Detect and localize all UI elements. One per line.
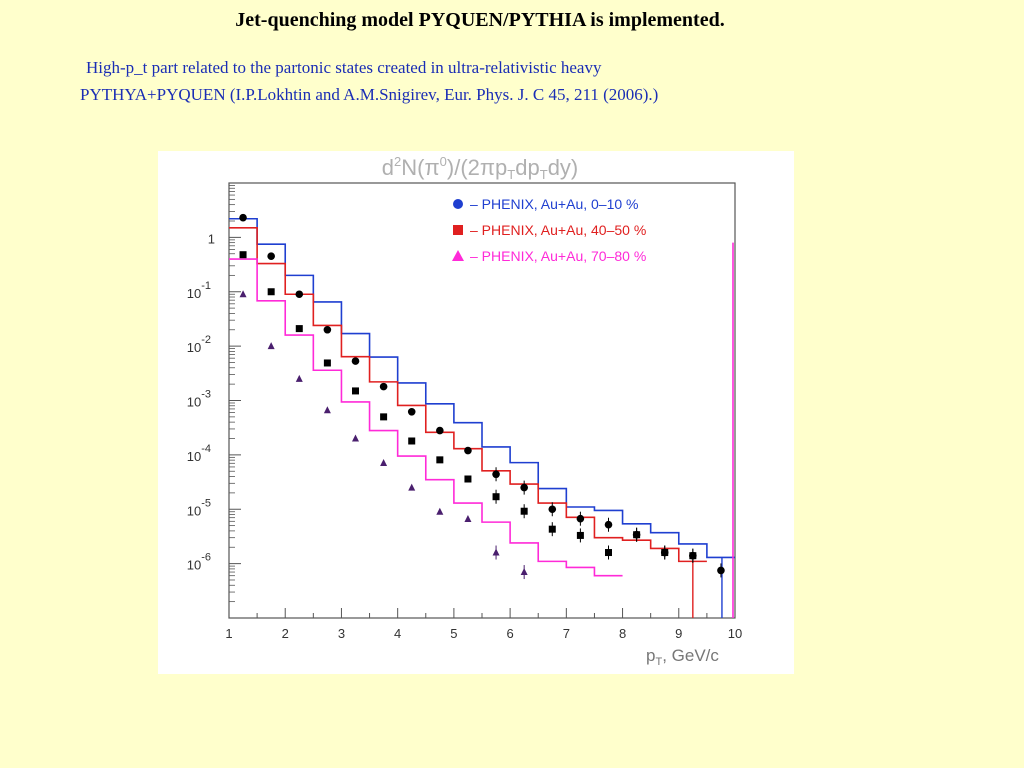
y-tick-label: 1: [208, 231, 215, 246]
x-tick-label: 9: [675, 626, 682, 641]
data-point-circle: [407, 407, 416, 416]
spectrum-chart: d2N(π0)/(2πpTdpTdy) 1 2 3 4 5 6 7 8 9 10 1 10-1 10-…: [187, 154, 742, 668]
slide-title: Jet-quenching model PYQUEN/PYTHIA is imp…: [235, 9, 725, 31]
x-tick-label: 6: [506, 626, 513, 641]
y-tick-label: 10-5: [187, 497, 211, 518]
data-point-square: [239, 251, 247, 259]
y-tick-label: 10-6: [187, 552, 211, 573]
data-point-square: [380, 413, 388, 421]
y-tick-label: 10-2: [187, 334, 211, 355]
data-point-triangle: [464, 515, 472, 523]
data-point-triangle: [352, 434, 359, 442]
data-point-square: [464, 475, 472, 483]
chart-panel: d2N(π0)/(2πpTdpTdy) 1 2 3 4 5 6 7 8 9 10 1 10-1 10-…: [158, 151, 794, 674]
legend-marker-circle: [453, 199, 463, 209]
x-tick-label: 8: [619, 626, 626, 641]
data-point-triangle: [267, 342, 275, 350]
legend-marker-triangle: [452, 250, 464, 261]
data-point-triangle: [239, 290, 247, 298]
data-point-circle: [379, 382, 388, 391]
data-point-circle: [267, 252, 275, 261]
y-tick-label: 10-3: [187, 389, 211, 410]
x-tick-label: 10: [728, 626, 742, 641]
legend-label: – PHENIX, Au+Au, 70–80 %: [470, 248, 646, 264]
model-step-line-2: [229, 258, 623, 577]
x-axis-label: pT, GeV/c: [646, 646, 719, 668]
model-step-line-1: [229, 227, 707, 563]
data-point-circle: [351, 357, 360, 365]
x-tick-label: 1: [225, 626, 232, 641]
y-tick-label: 10-4: [187, 443, 211, 464]
data-point-circle: [436, 426, 444, 435]
data-point-triangle: [436, 507, 444, 515]
data-point-square: [295, 325, 303, 333]
legend-marker-square: [453, 225, 463, 235]
data-point-square: [436, 456, 444, 464]
x-tick-label: 3: [338, 626, 345, 641]
chart-title: d2N(π0)/(2πpTdpTdy): [382, 154, 579, 182]
legend-label: – PHENIX, Au+Au, 0–10 %: [470, 196, 639, 212]
data-point-circle: [464, 446, 472, 455]
data-point-triangle: [295, 374, 303, 382]
slide-subtitle-line1: High-p_t part related to the partonic st…: [86, 58, 602, 77]
data-point-square: [267, 288, 275, 296]
data-point-triangle: [408, 483, 416, 491]
x-tick-label: 7: [563, 626, 570, 641]
data-point-square: [408, 437, 416, 445]
data-point-circle: [239, 213, 247, 222]
data-point-square: [323, 359, 331, 367]
data-point-square: [352, 387, 359, 395]
legend-label: – PHENIX, Au+Au, 40–50 %: [470, 222, 646, 238]
x-tick-label: 4: [394, 626, 401, 641]
x-tick-label: 5: [450, 626, 457, 641]
data-point-triangle: [380, 458, 388, 466]
data-point-circle: [323, 325, 332, 334]
data-point-triangle: [323, 406, 331, 414]
data-point-circle: [295, 290, 304, 299]
y-tick-label: 10-1: [187, 280, 211, 301]
x-tick-label: 2: [282, 626, 289, 641]
slide-subtitle-line2: PYTHYA+PYQUEN (I.P.Lokhtin and A.M.Snigi…: [80, 85, 659, 104]
